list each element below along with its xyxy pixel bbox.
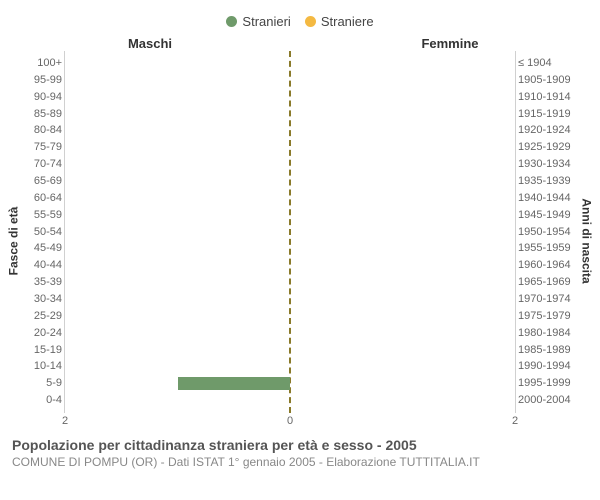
bar-row — [65, 308, 515, 325]
birth-year-label: 1940-1944 — [518, 190, 578, 207]
bar-row — [65, 72, 515, 89]
age-group-label: 60-64 — [22, 190, 62, 207]
legend-dot-male-icon — [226, 16, 237, 27]
birth-year-label: 1970-1974 — [518, 291, 578, 308]
bar-row — [65, 257, 515, 274]
chart-title: Popolazione per cittadinanza straniera p… — [12, 437, 588, 453]
footer: Popolazione per cittadinanza straniera p… — [0, 431, 600, 469]
age-group-label: 50-54 — [22, 224, 62, 241]
bar-row — [65, 342, 515, 359]
birth-year-label: 1980-1984 — [518, 325, 578, 342]
age-group-label: 90-94 — [22, 89, 62, 106]
age-group-label: 35-39 — [22, 274, 62, 291]
chart-area: Fasce di età 100+95-9990-9485-8980-8475-… — [0, 51, 600, 431]
birth-year-label: 1960-1964 — [518, 257, 578, 274]
bar-row — [65, 375, 515, 392]
bar-row — [65, 392, 515, 409]
birth-year-label: 1930-1934 — [518, 156, 578, 173]
bar-row — [65, 224, 515, 241]
legend-label-female: Straniere — [321, 14, 374, 29]
plot-area: 202 — [64, 51, 516, 413]
age-group-label: 100+ — [22, 55, 62, 72]
y-axis-right-labels: ≤ 19041905-19091910-19141915-19191920-19… — [516, 51, 578, 431]
column-header-female: Femmine — [300, 36, 600, 51]
age-group-label: 25-29 — [22, 308, 62, 325]
age-group-label: 15-19 — [22, 342, 62, 359]
birth-year-label: 1990-1994 — [518, 358, 578, 375]
age-group-label: 85-89 — [22, 106, 62, 123]
bar-row — [65, 156, 515, 173]
legend-label-male: Stranieri — [242, 14, 290, 29]
y-axis-left-labels: 100+95-9990-9485-8980-8475-7970-7465-696… — [22, 51, 64, 431]
birth-year-label: 1905-1909 — [518, 72, 578, 89]
birth-year-label: 1915-1919 — [518, 106, 578, 123]
bar-row — [65, 358, 515, 375]
age-group-label: 10-14 — [22, 358, 62, 375]
bar-row — [65, 291, 515, 308]
age-group-label: 30-34 — [22, 291, 62, 308]
x-axis: 2 0 2 — [65, 413, 515, 431]
bar-row — [65, 190, 515, 207]
birth-year-label: ≤ 1904 — [518, 55, 578, 72]
birth-year-label: 1945-1949 — [518, 207, 578, 224]
birth-year-label: 1950-1954 — [518, 224, 578, 241]
age-group-label: 70-74 — [22, 156, 62, 173]
bar-row — [65, 106, 515, 123]
birth-year-label: 1935-1939 — [518, 173, 578, 190]
legend-dot-female-icon — [305, 16, 316, 27]
bar-male — [178, 377, 291, 390]
age-group-label: 65-69 — [22, 173, 62, 190]
chart-source: COMUNE DI POMPU (OR) - Dati ISTAT 1° gen… — [12, 455, 588, 469]
age-group-label: 75-79 — [22, 139, 62, 156]
age-group-label: 45-49 — [22, 240, 62, 257]
age-group-label: 5-9 — [22, 375, 62, 392]
birth-year-label: 2000-2004 — [518, 392, 578, 409]
y-axis-left-title: Fasce di età — [4, 51, 22, 431]
bar-row — [65, 274, 515, 291]
birth-year-label: 1955-1959 — [518, 240, 578, 257]
bar-row — [65, 122, 515, 139]
x-tick-label: 2 — [62, 415, 68, 427]
birth-year-label: 1925-1929 — [518, 139, 578, 156]
bar-row — [65, 207, 515, 224]
age-group-label: 95-99 — [22, 72, 62, 89]
bar-row — [65, 325, 515, 342]
x-tick-label: 0 — [287, 415, 293, 427]
birth-year-label: 1910-1914 — [518, 89, 578, 106]
bar-row — [65, 89, 515, 106]
age-group-label: 0-4 — [22, 392, 62, 409]
bar-row — [65, 173, 515, 190]
legend-item-female: Straniere — [305, 14, 374, 29]
legend: Stranieri Straniere — [0, 0, 600, 34]
bar-row — [65, 139, 515, 156]
birth-year-label: 1985-1989 — [518, 342, 578, 359]
bar-row — [65, 55, 515, 72]
age-group-label: 20-24 — [22, 325, 62, 342]
y-axis-right-title: Anni di nascita — [578, 51, 596, 431]
age-group-label: 55-59 — [22, 207, 62, 224]
column-header-male: Maschi — [0, 36, 300, 51]
birth-year-label: 1995-1999 — [518, 375, 578, 392]
legend-item-male: Stranieri — [226, 14, 290, 29]
bar-rows — [65, 55, 515, 409]
birth-year-label: 1975-1979 — [518, 308, 578, 325]
birth-year-label: 1965-1969 — [518, 274, 578, 291]
birth-year-label: 1920-1924 — [518, 122, 578, 139]
bar-row — [65, 240, 515, 257]
x-tick-label: 2 — [512, 415, 518, 427]
column-headers: Maschi Femmine — [0, 36, 600, 51]
age-group-label: 80-84 — [22, 122, 62, 139]
age-group-label: 40-44 — [22, 257, 62, 274]
